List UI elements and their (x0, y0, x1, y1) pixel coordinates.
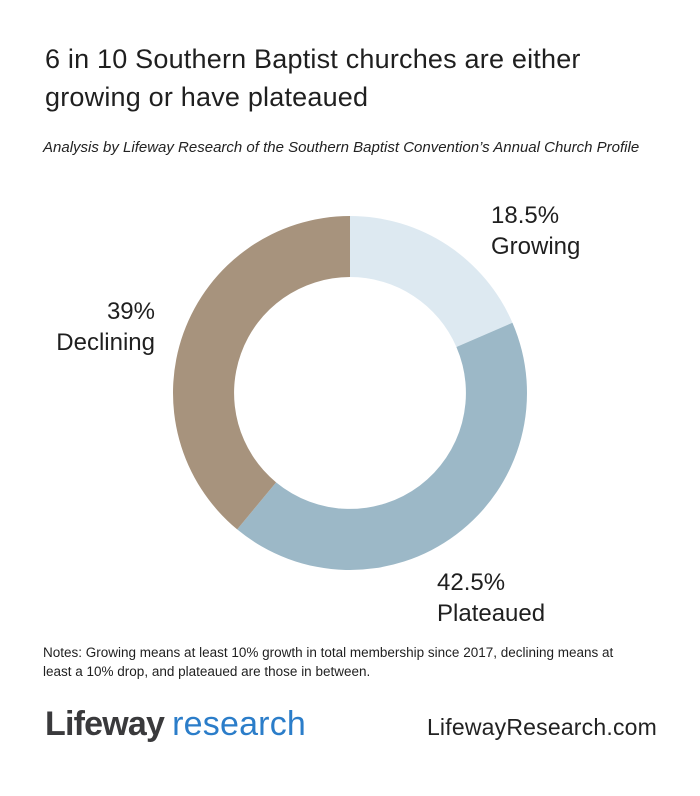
logo-word-lifeway: Lifeway (45, 705, 165, 743)
segment-value-declining: 39% (106, 298, 155, 325)
segment-label-declining: 39% Declining (0, 296, 155, 358)
donut-segment-declining (173, 216, 350, 530)
logo-word-research: research (172, 705, 307, 743)
segment-name-plateaued: Plateaued (437, 600, 546, 627)
footer-url: LifewayResearch.com (426, 714, 657, 740)
footer: Lifeway research LifewayResearch.com (45, 705, 657, 744)
segment-name-growing: Growing (491, 233, 581, 260)
segment-value-growing: 18.5% (491, 202, 560, 229)
page-title: 6 in 10 Southern Baptist churches are ei… (45, 44, 581, 112)
segment-value-plateaued: 42.5% (437, 569, 506, 596)
donut-chart (173, 216, 527, 570)
segment-name-declining: Declining (56, 329, 155, 356)
segment-label-plateaued: 42.5% Plateaued (437, 567, 545, 629)
lifeway-research-logo: Lifeway research (45, 705, 306, 744)
donut-segment-plateaued (237, 322, 527, 570)
chart-subtitle: Analysis by Lifeway Research of the Sout… (43, 139, 640, 156)
donut-segment-growing (350, 216, 513, 347)
segment-label-growing: 18.5% Growing (491, 200, 580, 262)
chart-notes: Notes: Growing means at least 10% growth… (43, 645, 614, 679)
